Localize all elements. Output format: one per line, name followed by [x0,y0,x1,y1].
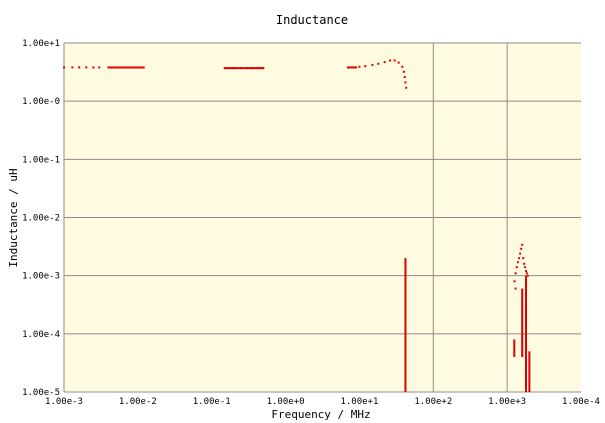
data-point [78,66,81,69]
data-point [405,86,408,89]
data-point [377,62,380,65]
data-point [514,287,517,290]
data-point [516,261,519,264]
data-point [401,65,404,68]
data-point [85,66,88,69]
data-point [404,81,407,84]
y-tick-label: 1.00e-4 [22,330,60,340]
x-tick-label: 1.00e+1 [340,397,378,407]
data-point [383,61,386,64]
y-tick-label: 1.00e-5 [22,388,60,398]
data-point [92,66,95,69]
data-point [518,257,521,260]
data-point [98,66,101,69]
grid [63,42,581,393]
x-tick-label: 1.00e-2 [119,397,157,407]
y-tick-label: 1.00e-2 [22,214,60,224]
series-inductance [63,59,531,392]
y-axis-ticks: 1.00e+1 1.00e-0 1.00e-1 1.00e-2 1.00e-3 1.00e… [22,39,60,398]
data-point [520,247,523,250]
data-point [393,59,396,62]
data-point [514,272,517,275]
data-point [402,70,405,73]
y-tick-label: 1.00e+1 [22,39,60,49]
data-point [526,274,529,277]
y-tick-label: 1.00e-1 [22,155,60,165]
data-point [513,280,516,283]
x-tick-label: 1.00e+0 [267,397,305,407]
chart-title: Inductance [276,13,348,27]
data-point [521,243,524,246]
x-tick-label: 1.00e-4 [562,397,600,407]
data-point [358,65,361,68]
y-tick-label: 1.00e-3 [22,272,60,282]
data-point [524,270,527,273]
data-point [522,257,525,260]
data-point [63,66,65,69]
data-point [525,272,528,275]
data-point [389,59,392,62]
data-point [524,266,527,269]
x-tick-label: 1.00e+3 [488,397,526,407]
data-point [515,266,518,269]
y-tick-label: 1.00e-0 [22,97,60,107]
x-tick-label: 1.00e+2 [414,397,452,407]
data-point [371,63,374,66]
data-point [403,76,406,79]
x-tick-label: 1.00e-1 [193,397,231,407]
y-axis-label: Inductance / uH [7,168,20,267]
x-axis-label: Frequency / MHz [271,408,370,421]
x-tick-label: 1.00e-3 [45,397,83,407]
data-point [523,262,526,265]
data-point [364,65,367,68]
data-point [397,61,400,64]
x-axis-ticks: 1.00e-3 1.00e-2 1.00e-1 1.00e+0 1.00e+1 1.00e… [45,397,600,407]
data-point [519,252,522,255]
data-point [71,66,74,69]
